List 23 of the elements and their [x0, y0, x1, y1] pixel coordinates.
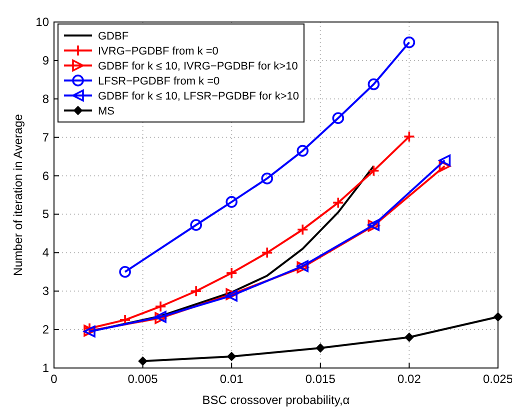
y-tick-label: 6 [42, 168, 50, 183]
y-tick-label: 1 [42, 361, 50, 375]
x-tick-label: 0.01 [220, 372, 244, 386]
y-tick-label: 9 [42, 53, 50, 68]
x-tick-label: 0 [50, 372, 58, 386]
legend-label: GDBF for k ≤ 10, IVRG−PGDBF for k>10 [98, 60, 298, 72]
legend-label: LFSR−PGDBF from k =0 [98, 76, 220, 88]
legend-label: GDBF [98, 30, 129, 42]
y-tick-label: 10 [36, 15, 50, 29]
y-tick-label: 7 [42, 130, 50, 144]
y-tick-label: 3 [42, 284, 50, 298]
y-tick-label: 8 [42, 92, 50, 106]
legend-label: GDBF for k ≤ 10, LFSR−PGDBF for k>10 [98, 90, 300, 102]
y-tick-label: 4 [42, 246, 50, 260]
x-tick-label: 0.005 [128, 372, 158, 386]
legend-label: IVRG−PGDBF from k =0 [98, 46, 218, 58]
x-tick-label: 0.015 [305, 372, 336, 386]
y-tick-label: 2 [42, 322, 50, 337]
x-tick-label: 0.02 [398, 372, 422, 386]
legend-label: MS [98, 106, 114, 118]
y-axis-title: Number of iteration in Average [11, 114, 25, 276]
x-axis-title: BSC crossover probability,α [202, 393, 350, 407]
y-tick-label: 5 [42, 207, 50, 222]
